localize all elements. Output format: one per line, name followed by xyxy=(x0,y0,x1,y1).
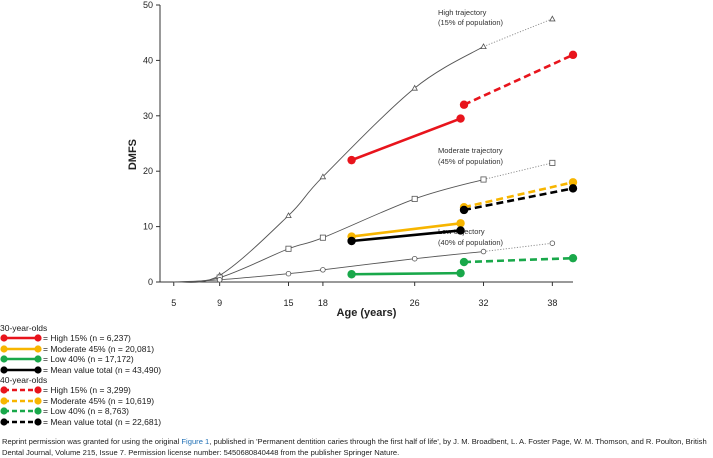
legend-swatch xyxy=(0,355,42,363)
trajectory-annotation: (40% of population) xyxy=(438,238,504,247)
trajectory-annotation: High trajectory xyxy=(438,8,487,17)
legend-group-title: 40-year-olds xyxy=(0,375,48,385)
legend-swatch xyxy=(0,345,42,353)
legend-item-label: = Mean value total (n = 22,681) xyxy=(43,416,162,427)
trajectory-marker xyxy=(549,240,556,246)
trajectory-marker xyxy=(320,267,326,273)
legend-item-label: = Low 40% (n = 17,172) xyxy=(43,354,134,365)
series-line-mean-40 xyxy=(463,187,574,212)
series-line-high-30 xyxy=(351,117,462,162)
x-tick-label: 9 xyxy=(217,298,222,308)
legend-swatch xyxy=(0,418,42,426)
series-point-high-40 xyxy=(568,50,578,60)
legend-item: = Moderate 45% (n = 10,619) xyxy=(0,396,713,407)
trajectory-marker xyxy=(285,245,292,252)
legend-item-label: = High 15% (n = 3,299) xyxy=(43,385,131,396)
series-point-low-30 xyxy=(347,270,356,279)
trajectory-marker xyxy=(411,195,418,202)
trajectory-marker xyxy=(285,212,292,219)
series-point-mean-40 xyxy=(568,184,578,193)
x-axis-title: Age (years) xyxy=(337,307,397,319)
dmfs-chart: 0 10 20 30 40 50 5 9 15 18 26 32 38 Age (years) DMFS Hi… xyxy=(127,0,578,319)
legend-swatch xyxy=(0,366,42,374)
legend-item-label: = High 15% (n = 6,237) xyxy=(43,333,131,344)
legend-item: = Low 40% (n = 17,172) xyxy=(0,354,713,365)
series-line-low-40 xyxy=(463,256,574,264)
trajectory-marker xyxy=(480,176,487,183)
y-tick-label: 10 xyxy=(143,222,153,232)
series-point-mean-30 xyxy=(456,226,465,235)
reprint-caption: Reprint permission was granted for using… xyxy=(2,436,711,458)
series-point-low-40 xyxy=(568,253,578,263)
trajectory-marker xyxy=(411,84,418,91)
trajectory-annotation: Moderate trajectory xyxy=(438,146,503,155)
legend-item: = Low 40% (n = 8,763) xyxy=(0,406,713,417)
series-point-high-30 xyxy=(347,155,356,165)
y-tick-label: 50 xyxy=(143,0,153,10)
legend-item-label: = Moderate 45% (n = 20,081) xyxy=(43,343,155,354)
legend-item: = High 15% (n = 3,299) xyxy=(0,385,713,396)
x-tick-label: 32 xyxy=(479,298,489,308)
trajectory-annotation: (45% of population) xyxy=(438,157,504,166)
trajectory-projection xyxy=(483,162,553,180)
series-line-mean-30 xyxy=(351,229,461,243)
legend: 30-year-olds = High 15% (n = 6,237) = Mode… xyxy=(0,323,713,427)
caption-text-end: , published in 'Permanent dentition cari… xyxy=(2,437,707,457)
trajectory-marker xyxy=(319,173,327,180)
trajectory-marker xyxy=(319,234,326,241)
series-point-low-40 xyxy=(459,257,469,267)
x-tick-label: 15 xyxy=(283,298,293,308)
trajectory-marker xyxy=(285,270,292,277)
legend-item: = High 15% (n = 6,237) xyxy=(0,333,713,344)
legend-item-label: = Moderate 45% (n = 10,619) xyxy=(43,395,155,406)
trajectory-marker xyxy=(411,255,418,262)
x-tick-label: 26 xyxy=(410,298,420,308)
legend-swatch xyxy=(0,334,42,342)
legend-group-title: 30-year-olds xyxy=(0,323,48,333)
y-tick-label: 30 xyxy=(143,111,153,121)
legend-swatch xyxy=(0,397,42,405)
series-line-low-30 xyxy=(351,271,461,276)
series-line-moderate-30 xyxy=(351,221,461,238)
caption-text-start: Reprint permission was granted for using… xyxy=(2,437,182,446)
series-point-high-40 xyxy=(459,100,469,109)
y-axis-title: DMFS xyxy=(127,139,139,170)
legend-item-label: = Low 40% (n = 8,763) xyxy=(43,406,130,417)
trajectory-projection xyxy=(483,18,553,47)
trajectory-marker xyxy=(480,43,487,50)
legend-item: = Mean value total (n = 22,681) xyxy=(0,417,713,428)
legend-swatch xyxy=(0,407,42,415)
figure-link[interactable]: Figure 1 xyxy=(181,437,210,446)
legend-item-label: = Mean value total (n = 43,490) xyxy=(43,364,162,375)
trajectory-projection xyxy=(483,242,553,252)
trajectory-annotation: (15% of population) xyxy=(438,18,504,27)
series-point-high-30 xyxy=(456,114,465,123)
series-point-moderate-30 xyxy=(456,219,465,228)
series-line-moderate-40 xyxy=(463,181,574,209)
x-tick-label: 18 xyxy=(318,298,328,308)
series-point-mean-30 xyxy=(347,236,356,246)
x-tick-label: 38 xyxy=(547,298,557,308)
trajectory-marker xyxy=(216,277,223,283)
legend-item: = Moderate 45% (n = 20,081) xyxy=(0,344,713,355)
trajectory-marker xyxy=(549,15,556,22)
series-line-high-40 xyxy=(463,53,574,106)
series-point-moderate-40 xyxy=(568,178,578,187)
y-tick-label: 40 xyxy=(143,55,153,65)
trajectory-marker xyxy=(549,159,556,166)
trajectory-marker xyxy=(480,248,487,255)
x-tick-label: 5 xyxy=(171,298,176,308)
series-point-low-30 xyxy=(456,268,465,278)
series-point-mean-40 xyxy=(459,205,469,215)
y-tick-label: 0 xyxy=(148,277,153,287)
legend-swatch xyxy=(0,386,42,394)
y-tick-label: 20 xyxy=(143,166,153,176)
legend-item: = Mean value total (n = 43,490) xyxy=(0,365,713,376)
